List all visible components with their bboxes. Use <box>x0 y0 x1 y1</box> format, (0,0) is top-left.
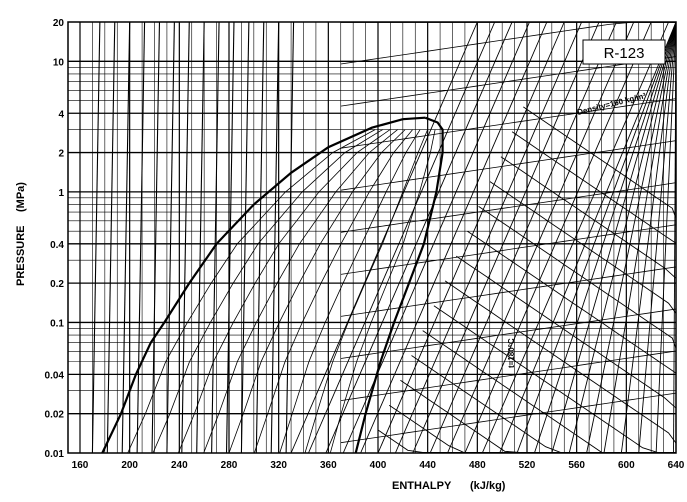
saturated-liquid-curve <box>101 116 426 454</box>
title-box <box>582 39 666 65</box>
isentrope-line <box>360 21 548 454</box>
x-axis-label: ENTHALPY <box>392 480 452 492</box>
quality-line <box>177 129 391 454</box>
isentrope-line <box>308 21 496 454</box>
x-tick-label: 360 <box>320 460 337 471</box>
quality-line <box>253 129 413 454</box>
quality-line <box>279 129 421 454</box>
density-line <box>340 179 677 233</box>
grid <box>68 22 676 453</box>
y-tick-label: 1 <box>58 188 64 199</box>
y-tick-label: 0.2 <box>50 279 64 290</box>
saturation-dome <box>101 116 444 454</box>
x-tick-label: 440 <box>419 460 436 471</box>
isentrope-line <box>325 21 513 454</box>
chart-title: R-123 <box>604 45 645 62</box>
isotherm-line <box>181 21 190 454</box>
isotherm-line <box>196 21 205 454</box>
isotherm-line <box>211 21 220 454</box>
isentrope-line <box>551 21 677 454</box>
isentrope-line <box>342 21 530 454</box>
density-line <box>340 305 677 359</box>
isentrope-line <box>620 21 677 454</box>
isotherm-vapor-line <box>478 206 677 410</box>
x-tick-label: 520 <box>519 460 536 471</box>
x-tick-labels: 160 200 240 280 320 360 400 440 480 520 560 600 640 <box>72 460 685 471</box>
y-tick-label: 0.01 <box>45 449 65 460</box>
y-tick-label: 10 <box>53 57 65 68</box>
x-tick-label: 480 <box>469 460 486 471</box>
quality-line <box>203 129 398 454</box>
x-tick-label: 200 <box>121 460 138 471</box>
y-axis-unit: (MPa) <box>15 182 27 212</box>
x-tick-label: 280 <box>221 460 238 471</box>
isentrope-line <box>603 21 677 454</box>
isentrope-line <box>394 21 583 454</box>
isotherm-line <box>240 21 250 454</box>
quality-line <box>304 129 428 454</box>
isotherm-line <box>106 21 116 454</box>
isotherm-vapor-line <box>422 330 676 453</box>
isentrope-line <box>412 21 600 454</box>
isotherm-vapor-line <box>467 230 677 434</box>
quality-line <box>228 129 406 454</box>
isentrope-line <box>534 21 677 454</box>
x-tick-label: 240 <box>171 460 188 471</box>
x-tick-label: 560 <box>568 460 585 471</box>
isotherm-line <box>255 21 265 454</box>
isentrope-line <box>290 21 478 454</box>
quality-line <box>152 129 383 454</box>
x-tick-label: 640 <box>668 460 685 471</box>
x-tick-label: 320 <box>270 460 287 471</box>
density-line <box>340 347 677 401</box>
y-tick-label: 20 <box>53 18 65 29</box>
y-tick-label: 4 <box>58 109 64 120</box>
x-axis-unit: (kJ/kg) <box>470 480 506 492</box>
x-tick-label: 400 <box>370 460 387 471</box>
isotherm-line <box>270 21 280 454</box>
isotherm-line <box>136 21 146 454</box>
plot-frame <box>67 21 677 454</box>
x-tick-label: 600 <box>618 460 635 471</box>
y-tick-label: 0.04 <box>45 370 65 381</box>
isentrope-line <box>655 21 677 454</box>
y-axis-label: PRESSURE <box>15 225 27 286</box>
y-tick-label: 0.02 <box>45 410 65 421</box>
isentrope-line <box>586 21 677 454</box>
density-line <box>340 221 677 275</box>
isotherm-line <box>91 21 101 454</box>
isotherm-line <box>151 21 161 454</box>
isentrope-line <box>464 21 652 454</box>
isotherm-line <box>166 21 175 454</box>
temperature-annotation: t=180°C <box>507 338 516 368</box>
density-line <box>340 95 677 149</box>
x-tick-label: 160 <box>72 460 89 471</box>
isentrope-line <box>429 21 617 454</box>
isotherm-line <box>225 21 235 454</box>
density-line <box>340 137 677 191</box>
isotherm-line <box>121 21 131 454</box>
y-tick-label: 2 <box>58 149 64 160</box>
isotherm-vapor-line <box>433 305 676 453</box>
density-line <box>340 389 677 444</box>
density-line <box>340 21 676 65</box>
y-tick-label: 0.1 <box>50 318 64 329</box>
y-tick-labels: 0.01 0.02 0.04 0.1 0.2 0.4 1 2 4 10 20 <box>45 18 65 460</box>
isotherm-vapor-line <box>444 280 677 453</box>
isentrope-line <box>638 21 677 454</box>
isotherm-line <box>285 21 295 454</box>
isentrope-line <box>568 21 677 454</box>
isentrope-line <box>447 21 635 454</box>
y-tick-label: 0.4 <box>50 240 64 251</box>
quality-line <box>127 129 376 454</box>
isentrope-line <box>377 21 565 454</box>
saturated-vapor-curve <box>354 116 444 454</box>
isentrope-line <box>516 21 677 454</box>
property-lines <box>91 21 677 454</box>
quality-line <box>329 129 436 454</box>
isentrope-line <box>481 21 669 454</box>
